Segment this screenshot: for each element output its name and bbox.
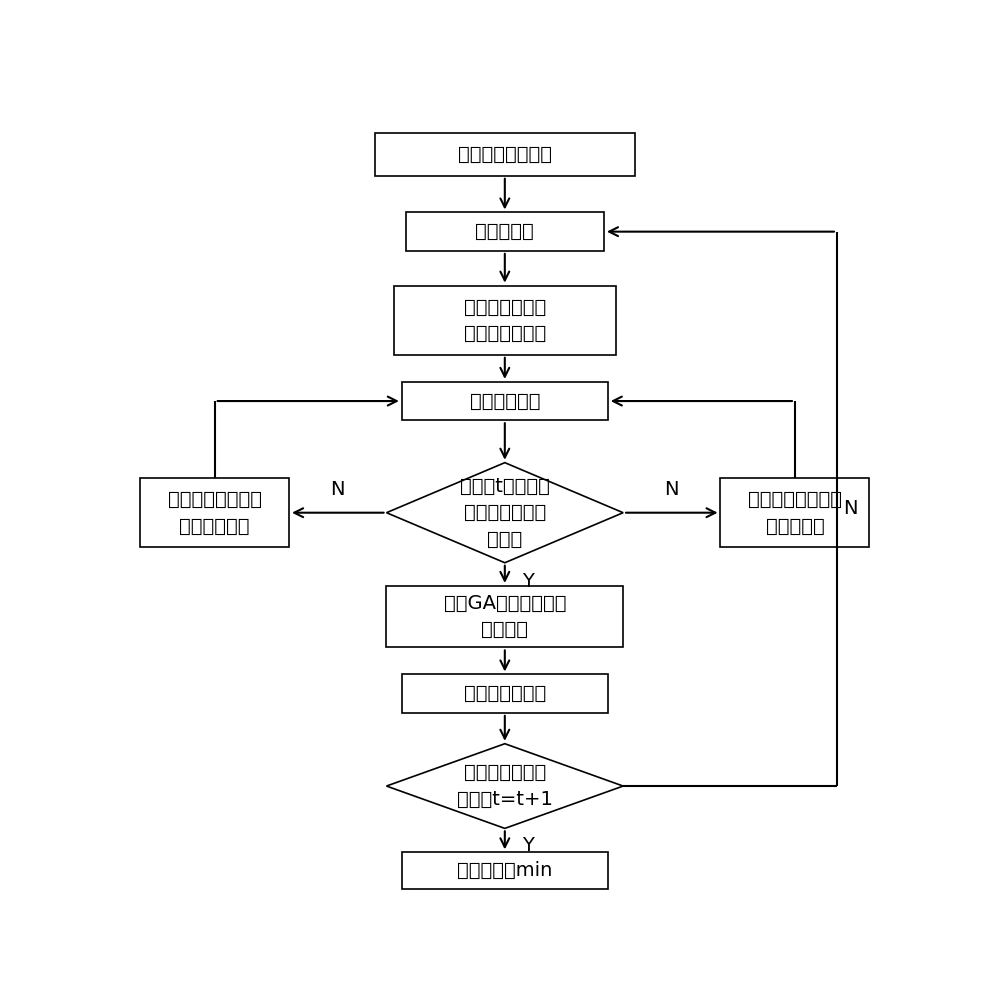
Text: 执行GA选择、交叉、
变异操作: 执行GA选择、交叉、 变异操作 xyxy=(443,594,566,639)
Text: N: N xyxy=(665,480,679,499)
Text: 判别是否满足停
止条件t=t+1: 判别是否满足停 止条件t=t+1 xyxy=(457,763,553,809)
Text: 构造带自适应惩
罚项的适值函数: 构造带自适应惩 罚项的适值函数 xyxy=(464,297,546,343)
Bar xyxy=(406,212,604,251)
Text: 只有非可行解，则
增大自罚因子: 只有非可行解，则 增大自罚因子 xyxy=(167,490,262,535)
Text: 只有可行解，则减
小自罚因子: 只有可行解，则减 小自罚因子 xyxy=(748,490,842,535)
Bar xyxy=(720,478,870,547)
Bar xyxy=(402,852,608,889)
Text: 种群初始化: 种群初始化 xyxy=(476,222,534,241)
Bar xyxy=(386,586,624,647)
Bar xyxy=(394,286,616,355)
Polygon shape xyxy=(386,744,624,828)
Bar xyxy=(140,478,290,547)
Text: 计算个体适值: 计算个体适值 xyxy=(470,392,540,411)
Text: 开始并初始化参数: 开始并初始化参数 xyxy=(458,145,552,164)
Bar xyxy=(375,133,634,176)
Text: 输出最优解min: 输出最优解min xyxy=(457,861,553,880)
Text: 生成新一代种群: 生成新一代种群 xyxy=(464,684,546,703)
Text: N: N xyxy=(843,499,858,518)
Polygon shape xyxy=(386,463,624,563)
Text: 判断前t代是否既
有可行解也有非
可行解: 判断前t代是否既 有可行解也有非 可行解 xyxy=(460,477,550,549)
Bar xyxy=(402,674,608,713)
Text: N: N xyxy=(331,480,345,499)
Text: Y: Y xyxy=(522,836,534,855)
Bar xyxy=(402,382,608,420)
Text: Y: Y xyxy=(522,572,534,591)
